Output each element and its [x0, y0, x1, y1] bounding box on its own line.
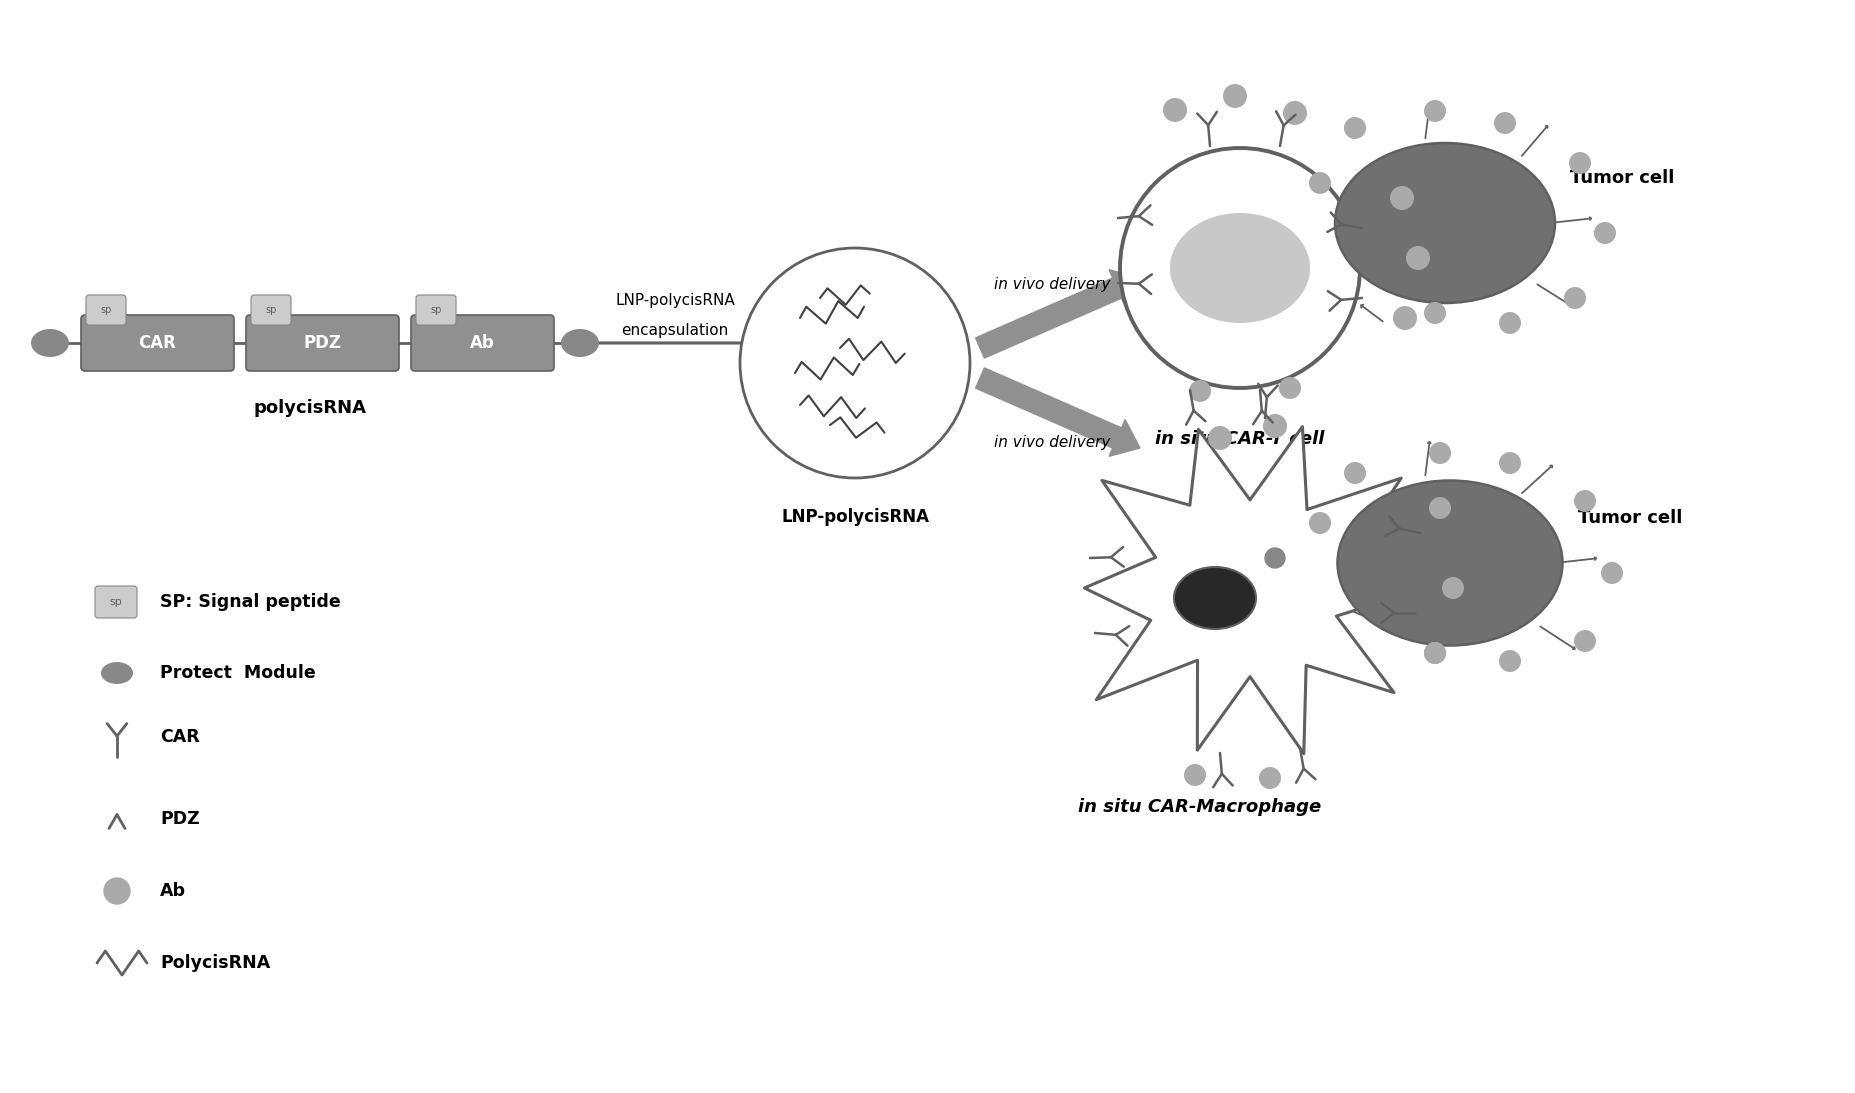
Circle shape — [1282, 101, 1306, 125]
Circle shape — [1499, 453, 1521, 474]
Circle shape — [1208, 426, 1232, 450]
Text: encapsulation: encapsulation — [621, 324, 729, 338]
Text: in vivo delivery: in vivo delivery — [992, 277, 1109, 292]
Circle shape — [1258, 767, 1280, 789]
Text: sp: sp — [109, 597, 122, 607]
Circle shape — [1265, 548, 1284, 568]
Circle shape — [1499, 650, 1521, 672]
Text: LNP-polycisRNA: LNP-polycisRNA — [614, 293, 735, 308]
Circle shape — [1593, 222, 1616, 244]
Circle shape — [1343, 117, 1365, 139]
Circle shape — [1183, 764, 1206, 786]
Circle shape — [1493, 111, 1516, 134]
Circle shape — [1499, 312, 1521, 334]
Circle shape — [1423, 642, 1445, 665]
Text: PDZ: PDZ — [160, 810, 200, 828]
FancyBboxPatch shape — [416, 295, 456, 325]
Text: Ab: Ab — [469, 334, 495, 352]
Text: Tumor cell: Tumor cell — [1569, 169, 1673, 187]
Text: sp: sp — [265, 305, 276, 315]
Polygon shape — [1083, 426, 1425, 753]
Circle shape — [1189, 380, 1209, 402]
Ellipse shape — [1169, 213, 1310, 324]
Ellipse shape — [100, 662, 134, 684]
Text: PDZ: PDZ — [304, 334, 341, 352]
Circle shape — [1423, 642, 1445, 665]
Text: CAR: CAR — [139, 334, 176, 352]
Circle shape — [1308, 172, 1330, 193]
Circle shape — [1389, 186, 1414, 210]
Ellipse shape — [32, 329, 69, 357]
Circle shape — [104, 878, 130, 904]
Text: Protect  Module: Protect Module — [160, 665, 315, 682]
FancyBboxPatch shape — [95, 586, 137, 618]
FancyBboxPatch shape — [250, 295, 291, 325]
Circle shape — [1163, 98, 1187, 122]
FancyBboxPatch shape — [410, 315, 553, 371]
Text: LNP-polycisRNA: LNP-polycisRNA — [781, 508, 929, 526]
Text: in situ CAR-T cell: in situ CAR-T cell — [1154, 430, 1324, 448]
Text: sp: sp — [430, 305, 441, 315]
Circle shape — [1393, 306, 1415, 330]
Circle shape — [1278, 377, 1300, 399]
Circle shape — [1261, 414, 1286, 438]
Text: CAR: CAR — [160, 728, 200, 747]
Text: Tumor cell: Tumor cell — [1577, 509, 1681, 527]
Ellipse shape — [1337, 481, 1562, 646]
Circle shape — [1573, 490, 1595, 512]
Text: in vivo delivery: in vivo delivery — [992, 435, 1109, 449]
Circle shape — [740, 248, 970, 478]
Text: polycisRNA: polycisRNA — [254, 399, 365, 418]
Text: in situ CAR-Macrophage: in situ CAR-Macrophage — [1078, 798, 1321, 816]
Circle shape — [1343, 462, 1365, 484]
Text: PolycisRNA: PolycisRNA — [160, 954, 271, 972]
Text: Ab: Ab — [160, 882, 186, 900]
FancyBboxPatch shape — [247, 315, 399, 371]
Circle shape — [1567, 152, 1590, 174]
Ellipse shape — [1174, 567, 1256, 628]
FancyArrow shape — [976, 270, 1139, 359]
Circle shape — [1423, 302, 1445, 324]
Circle shape — [1423, 99, 1445, 122]
Circle shape — [1119, 148, 1360, 388]
Circle shape — [1441, 577, 1464, 599]
Circle shape — [1564, 287, 1586, 309]
Circle shape — [1601, 562, 1621, 584]
Text: SP: Signal peptide: SP: Signal peptide — [160, 593, 341, 611]
Circle shape — [1406, 246, 1428, 270]
Text: sp: sp — [100, 305, 111, 315]
Ellipse shape — [1334, 143, 1554, 303]
Circle shape — [1428, 497, 1451, 519]
Circle shape — [1573, 630, 1595, 653]
Circle shape — [1428, 442, 1451, 465]
FancyBboxPatch shape — [85, 295, 126, 325]
Circle shape — [1308, 512, 1330, 534]
Circle shape — [1222, 84, 1247, 108]
Ellipse shape — [560, 329, 599, 357]
FancyArrow shape — [976, 368, 1139, 456]
FancyBboxPatch shape — [82, 315, 234, 371]
